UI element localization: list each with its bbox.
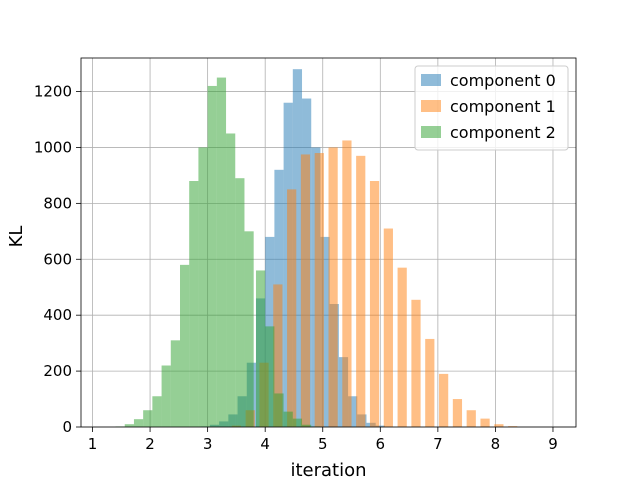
histogram-bar-component-1	[287, 189, 297, 427]
legend-swatch-1	[421, 100, 441, 112]
legend-label-0: component 0	[450, 71, 556, 90]
histogram-bar-component-2	[207, 85, 217, 428]
y-tick-label: 0	[62, 418, 72, 436]
histogram-bar-component-0	[320, 236, 330, 427]
histogram-bar-component-2	[255, 270, 266, 427]
histogram-bar-component-2	[302, 424, 312, 427]
histogram-bar-component-1	[273, 284, 283, 427]
histogram-bar-component-0	[292, 69, 303, 427]
histogram-bar-component-1	[356, 155, 366, 427]
legend-swatch-0	[421, 74, 441, 86]
y-tick-label: 200	[43, 362, 72, 380]
histogram-bar-component-1	[494, 424, 504, 427]
legend-label-2: component 2	[450, 123, 556, 142]
histogram-bar-component-2	[226, 133, 236, 427]
histogram-bar-component-2	[161, 365, 171, 427]
histogram-bar-component-2	[265, 326, 275, 427]
histogram-bar-component-1	[466, 410, 476, 427]
histogram-bar-component-2	[292, 418, 303, 427]
x-tick-label: 1	[88, 435, 98, 453]
histogram-bar-component-2	[244, 231, 254, 427]
histogram-bar-component-1	[480, 418, 490, 427]
histogram-bar-component-2	[198, 147, 208, 428]
histogram-bar-component-2	[235, 178, 245, 427]
histogram-bar-component-2	[274, 393, 284, 427]
plot-frame	[80, 57, 577, 428]
histogram-bar-component-1	[439, 373, 449, 427]
histogram-bar-component-1	[383, 228, 393, 427]
histogram-bar-component-2	[124, 424, 134, 427]
histogram-bar-component-2	[143, 410, 153, 427]
y-axis-label: KL	[6, 226, 27, 248]
histogram-bar-component-2	[283, 411, 293, 427]
histogram-bar-component-1	[328, 147, 338, 428]
histogram-bar-component-1	[452, 399, 463, 427]
histogram-bar-component-1	[300, 154, 311, 427]
histogram-bar-component-1	[342, 140, 352, 427]
histogram-bar-component-1	[411, 299, 421, 427]
legend-box	[414, 65, 569, 151]
histogram-bar-component-1	[397, 267, 407, 427]
y-tick-label: 600	[43, 250, 72, 268]
x-axis-label: iteration	[290, 460, 366, 480]
x-tick-label: 3	[203, 435, 213, 453]
legend: component 0 component 1 component 2	[414, 65, 569, 151]
histogram-bar-component-1	[425, 338, 435, 427]
histogram-bar-component-2	[133, 419, 144, 427]
x-tick-label: 7	[433, 435, 443, 453]
x-tick-label: 5	[318, 435, 328, 453]
legend-swatch-2	[421, 126, 441, 138]
histogram-bar-component-2	[189, 181, 199, 427]
histogram-bar-component-1	[508, 426, 518, 427]
histogram-bar-component-0	[375, 425, 385, 427]
y-tick-label: 1200	[34, 83, 72, 101]
legend-label-1: component 1	[450, 97, 556, 116]
histogram-bar-component-2	[216, 77, 227, 428]
histogram-bar-component-2	[170, 340, 180, 427]
histogram-bar-component-2	[152, 396, 162, 427]
x-tick-label: 2	[145, 435, 155, 453]
histogram-bar-component-2	[180, 264, 190, 427]
x-tick-label: 4	[260, 435, 270, 453]
histogram-bar-component-1	[369, 181, 380, 427]
x-tick-label: 9	[548, 435, 558, 453]
histogram-bar-component-0	[348, 396, 358, 427]
histogram-bars	[115, 69, 518, 428]
x-tick-label: 6	[376, 435, 386, 453]
axis-ticks: 1 2 3 4 5 6 7 8 9 0 200 400 600 800 1000 1200	[34, 83, 558, 453]
y-tick-label: 400	[43, 306, 72, 324]
y-tick-label: 800	[43, 194, 72, 212]
histogram-bar-component-1	[314, 153, 324, 427]
x-tick-label: 8	[491, 435, 501, 453]
y-tick-label: 1000	[34, 138, 72, 156]
